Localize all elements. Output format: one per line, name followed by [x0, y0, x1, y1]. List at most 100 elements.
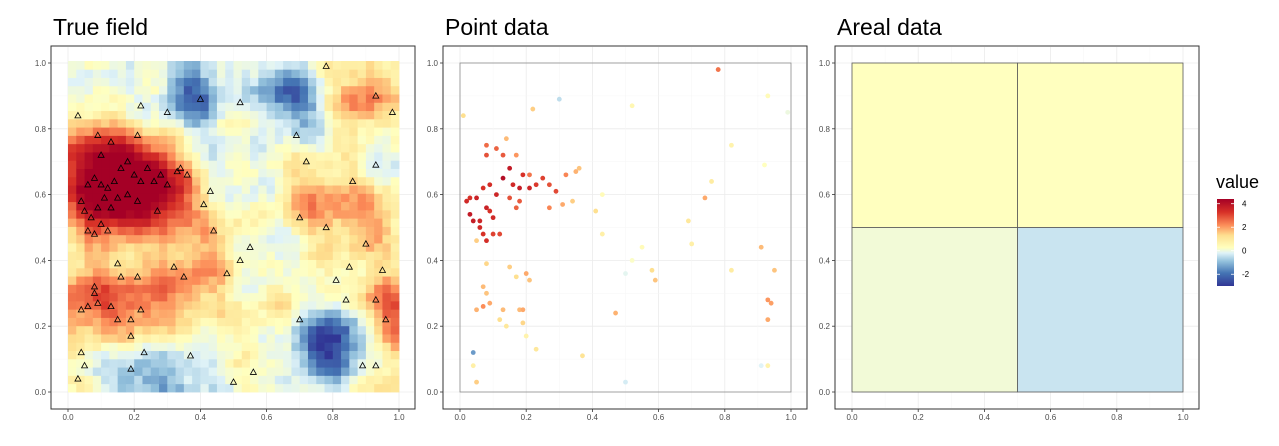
field-cell — [92, 234, 102, 244]
field-cell — [357, 160, 367, 169]
field-cell — [266, 259, 276, 269]
field-cell — [167, 69, 176, 78]
data-point — [546, 205, 552, 211]
field-cell — [274, 135, 284, 145]
field-cell — [183, 234, 193, 244]
field-cell — [183, 185, 193, 194]
field-cell — [192, 383, 201, 393]
field-cell — [233, 383, 243, 393]
field-cell — [341, 201, 350, 211]
field-cell — [159, 251, 168, 260]
field-cell — [175, 367, 185, 376]
field-cell — [382, 367, 392, 376]
field-cell — [225, 226, 234, 236]
triangle-marker-icon — [348, 177, 357, 185]
field-cell — [167, 267, 176, 277]
field-cell — [109, 85, 119, 95]
field-cell — [175, 300, 185, 310]
field-cell — [125, 350, 135, 360]
field-cell — [92, 85, 102, 95]
field-cell — [241, 350, 251, 360]
field-cell — [167, 317, 176, 327]
field-cell — [192, 292, 201, 302]
field-cell — [200, 292, 210, 302]
field-cell — [183, 383, 193, 393]
field-cell — [258, 259, 267, 269]
field-cell — [341, 218, 350, 227]
field-cell — [142, 243, 152, 252]
field-cell — [349, 267, 359, 277]
field-cell — [307, 226, 317, 236]
field-cell — [208, 193, 218, 203]
field-cell — [167, 110, 176, 120]
field-cell — [316, 358, 325, 368]
field-cell — [192, 259, 201, 269]
field-cell — [84, 118, 94, 128]
field-cell — [258, 375, 267, 385]
field-cell — [374, 309, 383, 318]
triangle-marker-icon — [87, 213, 95, 221]
field-cell — [200, 300, 210, 310]
field-cell — [101, 168, 110, 178]
triangle-marker-icon — [74, 111, 82, 119]
triangle-marker-icon — [117, 272, 125, 280]
field-cell — [192, 367, 201, 376]
field-cell — [216, 267, 226, 277]
field-cell — [291, 168, 301, 178]
field-cell — [291, 325, 301, 335]
field-cell — [134, 209, 143, 219]
data-point — [477, 218, 483, 224]
field-cell — [134, 251, 143, 260]
field-cell — [233, 201, 243, 211]
field-cell — [117, 127, 127, 136]
field-cell — [101, 251, 110, 260]
field-cell — [225, 69, 234, 78]
field-cell — [125, 168, 135, 178]
field-cell — [167, 160, 176, 169]
field-cell — [142, 342, 152, 352]
field-cell — [167, 118, 176, 128]
field-cell — [299, 185, 309, 194]
field-cell — [250, 251, 259, 260]
field-cell — [307, 334, 317, 343]
field-cell — [349, 94, 359, 103]
field-cell — [390, 383, 400, 393]
field-cell — [390, 127, 400, 136]
field-cell — [241, 110, 251, 120]
field-cell — [390, 243, 400, 252]
field-cell — [150, 193, 160, 203]
field-cell — [316, 135, 325, 145]
field-cell — [216, 193, 226, 203]
field-cell — [117, 300, 127, 310]
field-cell — [216, 85, 226, 95]
field-cell — [109, 334, 119, 343]
field-cell — [225, 317, 234, 327]
field-cell — [125, 292, 135, 302]
field-cell — [192, 94, 201, 103]
field-cell — [258, 193, 267, 203]
field-cell — [183, 267, 193, 277]
field-cell — [159, 358, 168, 368]
field-cell — [68, 267, 77, 277]
field-cell — [159, 209, 168, 219]
x-tick-label: 0.6 — [653, 413, 665, 422]
field-cell — [175, 193, 185, 203]
field-cell — [258, 185, 267, 194]
field-cell — [125, 209, 135, 219]
field-cell — [200, 118, 210, 128]
field-cell — [349, 292, 359, 302]
field-cell — [208, 300, 218, 310]
field-cell — [142, 383, 152, 393]
field-cell — [101, 176, 110, 186]
field-cell — [274, 168, 284, 178]
field-cell — [175, 243, 185, 252]
triangle-marker-icon — [97, 220, 105, 227]
triangle-marker-icon — [186, 351, 195, 359]
field-cell — [134, 267, 143, 277]
field-cell — [150, 309, 160, 318]
field-cell — [134, 350, 143, 360]
data-point — [762, 162, 767, 168]
field-cell — [92, 168, 102, 178]
field-cell — [225, 300, 234, 310]
y-axis-ticks: 0.00.20.40.60.81.0 — [819, 59, 835, 397]
